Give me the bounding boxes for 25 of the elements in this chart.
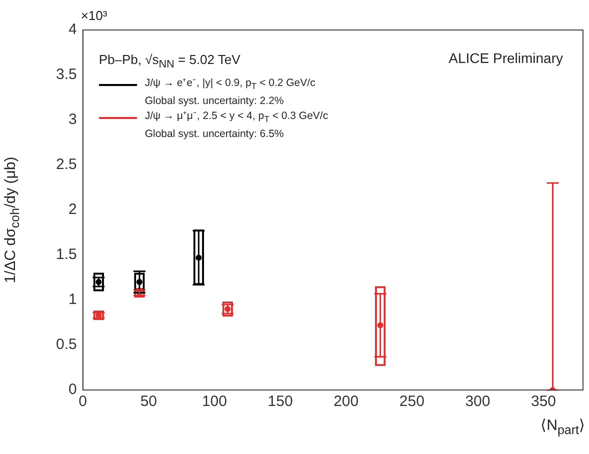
x-tick-label: 50 (140, 393, 158, 410)
x-tick-label: 250 (399, 393, 424, 410)
annotation: ALICE Preliminary (448, 50, 563, 66)
legend-label: J/ψ → e⁺e⁻, |y| < 0.9, p$_{T}$ < 0.2 GeV/c (144, 76, 316, 93)
y-tick-label: 0.5 (56, 336, 77, 354)
y-tick-label: 3.5 (56, 66, 77, 84)
x-tick-label: 150 (268, 393, 293, 410)
x-tick-label: 100 (202, 393, 227, 410)
legend-label: J/ψ → μ⁺μ⁻, 2.5 < y < 4, p$_{T}$ < 0.3 GeV/c (144, 108, 328, 126)
y-tick-label: 3 (68, 111, 77, 128)
annotation: Global syst. uncertainty: 6.5% (144, 126, 285, 142)
x-axis-title: ⟨N$_{part}$⟩ (540, 416, 585, 437)
y-tick-label: 1 (68, 291, 77, 308)
y-tick-label: 2 (68, 201, 77, 218)
text: ×10³ (80, 8, 108, 23)
x-tick-label: 200 (334, 393, 359, 410)
y-tick-label: 1.5 (56, 246, 77, 264)
y-tick-label: 0 (68, 381, 77, 398)
y-tick-label: 4 (68, 21, 77, 38)
annotation: Global syst. uncertainty: 2.2% (144, 94, 285, 109)
x-tick-label: 350 (531, 393, 556, 410)
x-tick-label: 300 (465, 393, 490, 410)
y-tick-label: 2.5 (56, 156, 77, 174)
legend-title: Pb–Pb, √s$_{NN}$ = 5.02 TeV (98, 52, 242, 73)
bar (374, 286, 386, 366)
